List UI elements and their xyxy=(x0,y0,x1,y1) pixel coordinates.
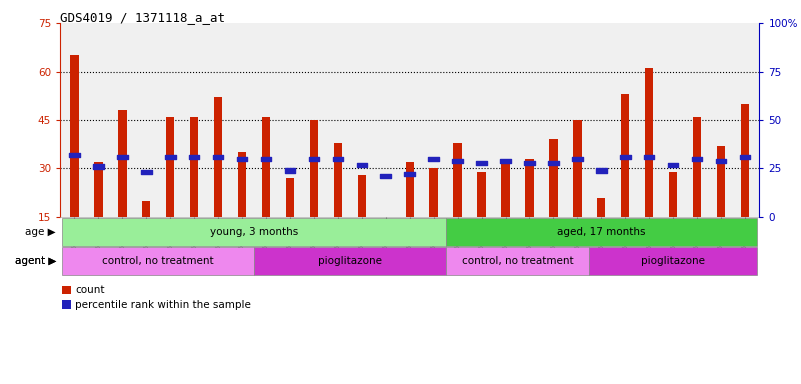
Bar xyxy=(286,178,294,217)
Text: GDS4019 / 1371118_a_at: GDS4019 / 1371118_a_at xyxy=(60,12,225,25)
Bar xyxy=(621,94,630,217)
Bar xyxy=(357,175,366,217)
Text: percentile rank within the sample: percentile rank within the sample xyxy=(75,300,252,310)
Bar xyxy=(501,159,509,217)
Bar xyxy=(717,146,725,217)
Text: count: count xyxy=(75,285,105,295)
Text: age ▶: age ▶ xyxy=(26,227,56,237)
Text: control, no treatment: control, no treatment xyxy=(103,255,214,266)
Bar xyxy=(525,159,533,217)
Bar xyxy=(693,117,701,217)
Text: aged, 17 months: aged, 17 months xyxy=(557,227,646,237)
Bar xyxy=(549,139,557,217)
Bar xyxy=(645,68,654,217)
Text: pioglitazone: pioglitazone xyxy=(641,255,705,266)
Bar xyxy=(334,142,342,217)
Bar xyxy=(238,152,246,217)
Text: young, 3 months: young, 3 months xyxy=(210,227,298,237)
Bar xyxy=(310,120,318,217)
Text: pioglitazone: pioglitazone xyxy=(318,255,382,266)
Text: agent ▶: agent ▶ xyxy=(14,255,56,266)
Bar xyxy=(741,104,749,217)
Bar xyxy=(405,162,414,217)
Bar xyxy=(166,117,175,217)
Bar xyxy=(597,198,606,217)
Bar xyxy=(142,201,151,217)
Bar xyxy=(214,98,223,217)
Bar xyxy=(119,110,127,217)
Bar xyxy=(574,120,582,217)
Text: agent ▶: agent ▶ xyxy=(14,255,56,266)
Text: control, no treatment: control, no treatment xyxy=(461,255,574,266)
Bar xyxy=(95,162,103,217)
Bar xyxy=(453,142,462,217)
Bar xyxy=(477,172,485,217)
Bar xyxy=(262,117,270,217)
Bar xyxy=(669,172,678,217)
Bar xyxy=(190,117,199,217)
Bar xyxy=(70,55,78,217)
Bar xyxy=(429,169,438,217)
